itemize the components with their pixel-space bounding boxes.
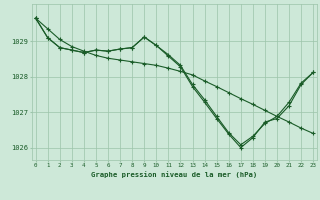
X-axis label: Graphe pression niveau de la mer (hPa): Graphe pression niveau de la mer (hPa) [91, 171, 258, 178]
